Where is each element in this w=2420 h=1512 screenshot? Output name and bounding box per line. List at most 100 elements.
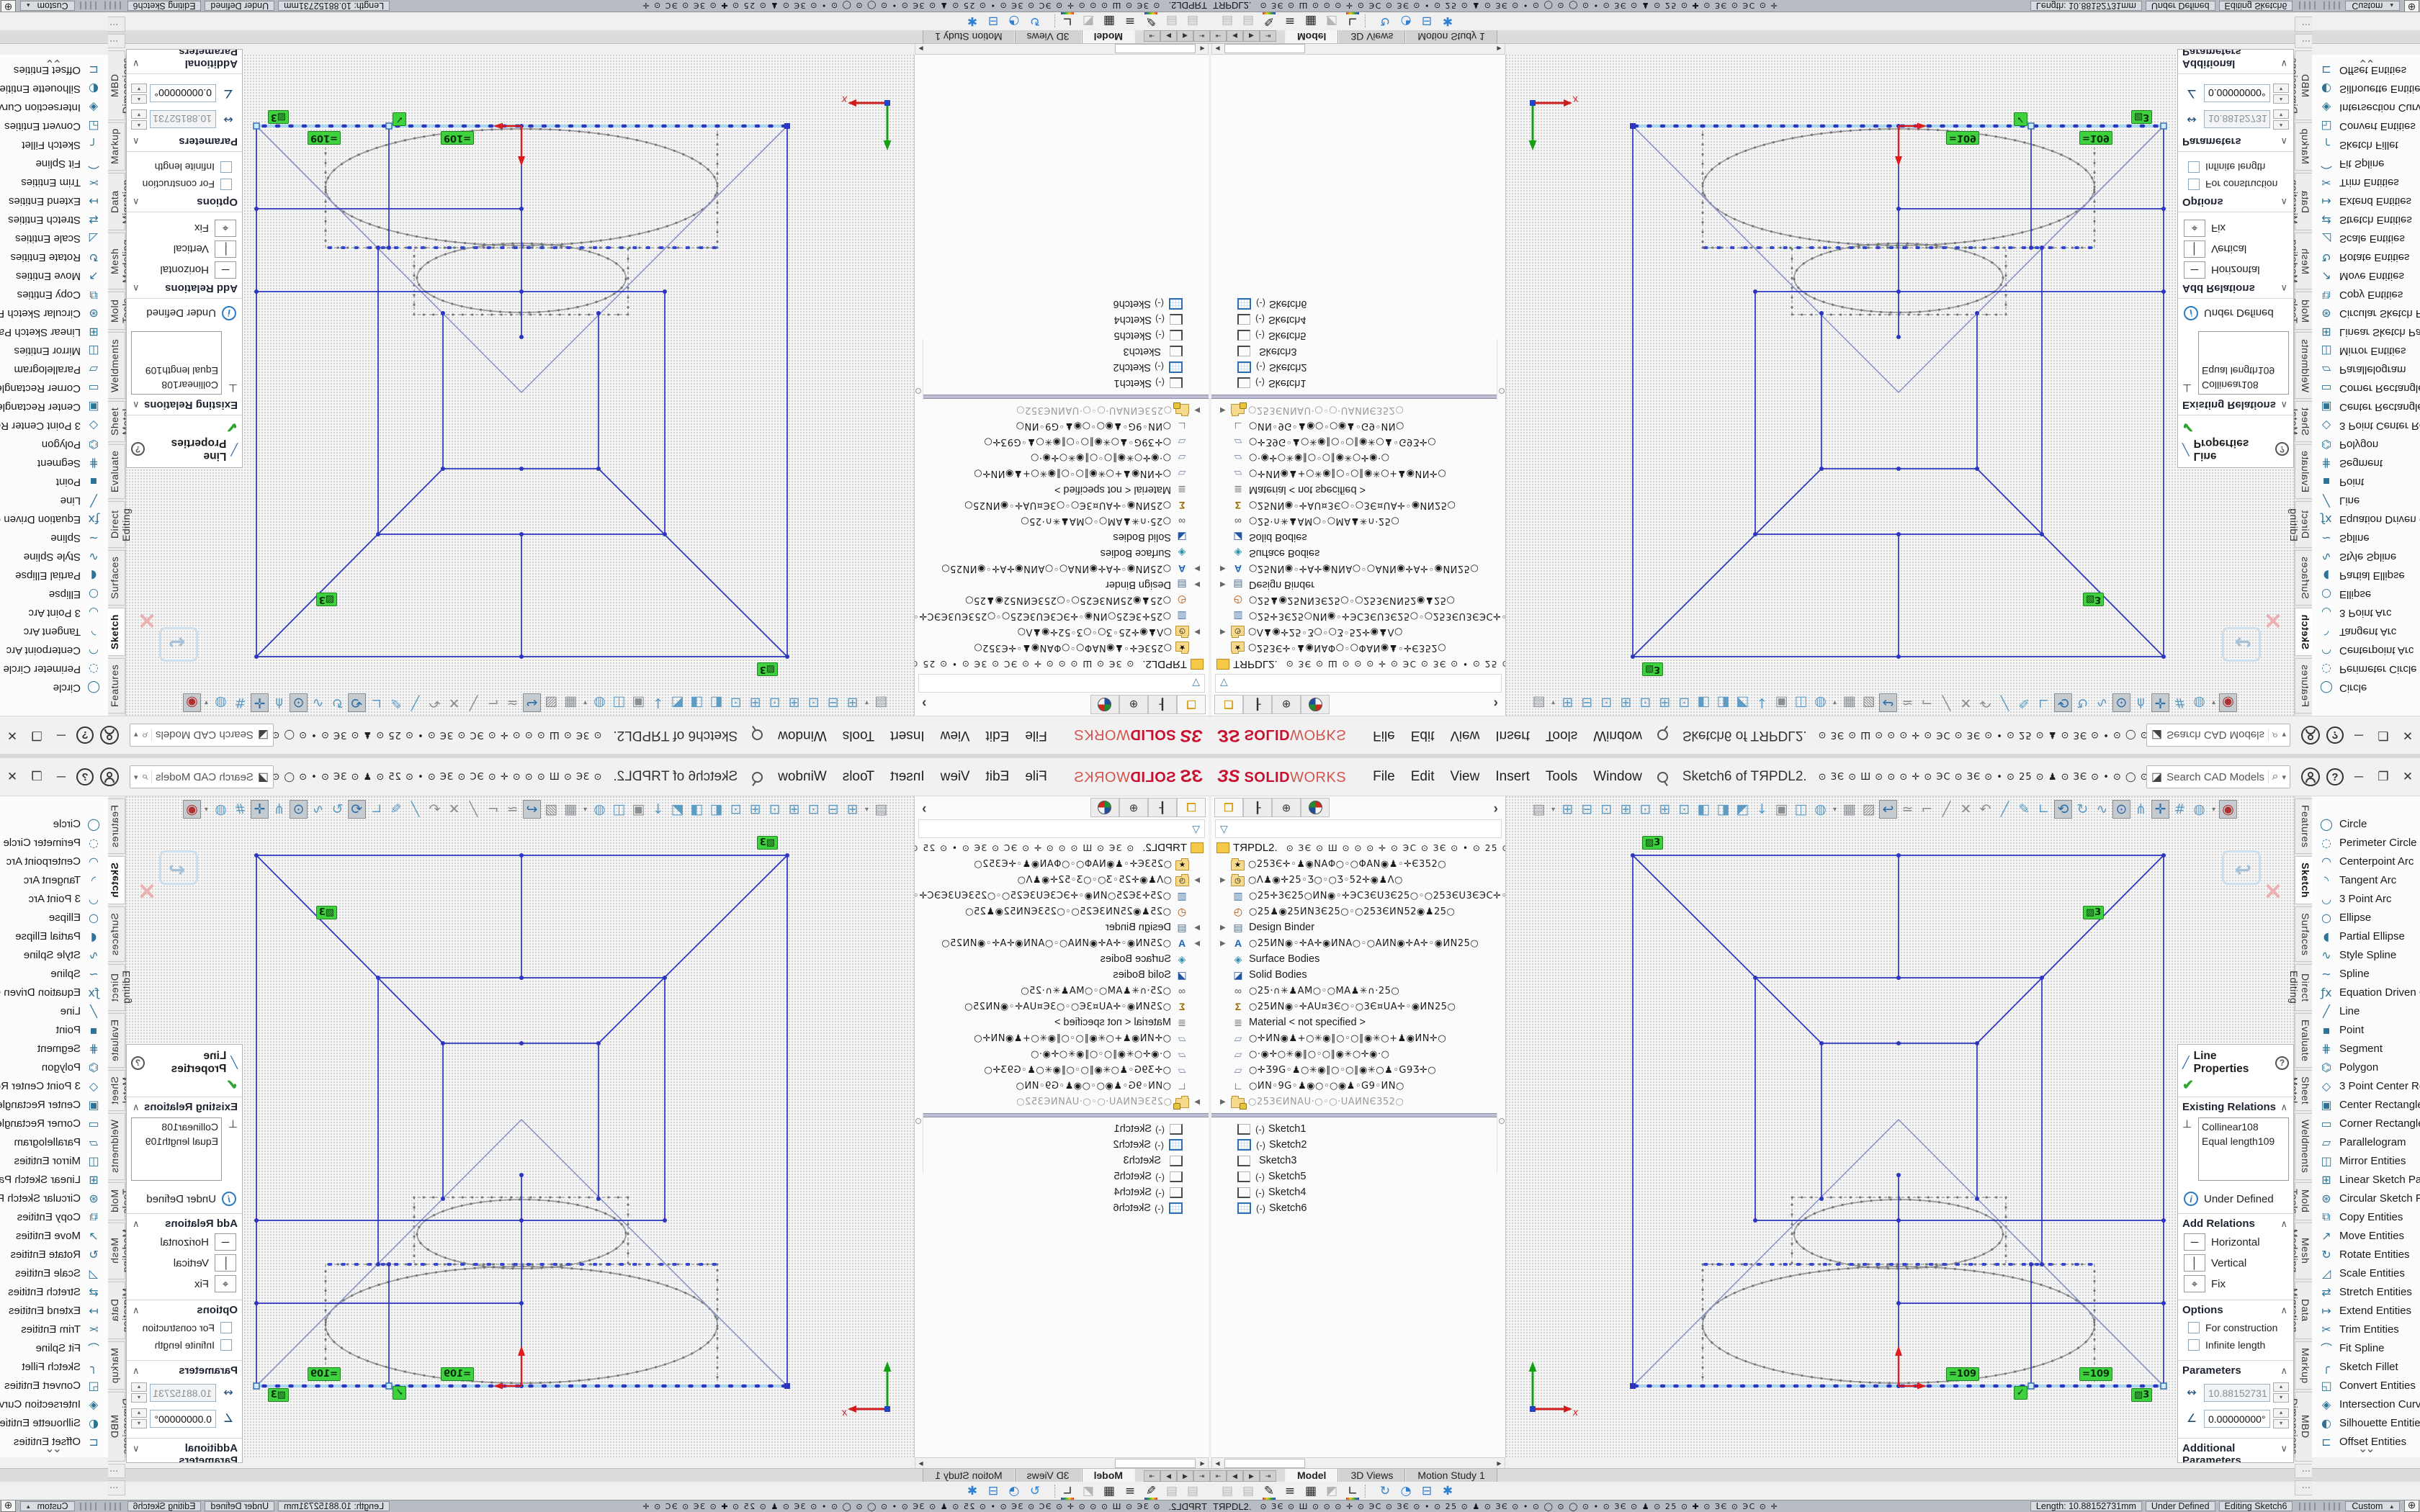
horizontal-scrollbar[interactable]: ◀ ▶	[1211, 1457, 1505, 1469]
sketch-tool[interactable]: ◯ Circle	[0, 814, 108, 833]
sketch-tool[interactable]: ƒx Equation Driven Curve	[0, 510, 108, 529]
collapse-icon[interactable]: ∧	[133, 283, 140, 294]
exit-sketch-arrow-icon[interactable]: ↩	[2235, 631, 2251, 653]
toolbar-icon[interactable]: ▤	[1532, 801, 1546, 817]
tree-item[interactable]: ◪ Solid Bodies	[1211, 967, 1505, 983]
commandmanager-tab[interactable]: Features	[2295, 798, 2312, 855]
sketch-tool[interactable]: ƒx Equation Driven Curve	[2312, 983, 2420, 1002]
commandmanager-tab[interactable]: Weldments	[108, 1113, 125, 1180]
toolbar-icon[interactable]: ▣	[1775, 801, 1788, 817]
manager-tab[interactable]: ❒	[1177, 798, 1206, 817]
view-setting-icon[interactable]: ▤	[1186, 1484, 1199, 1498]
spin-down-icon[interactable]: ▾	[2273, 1419, 2289, 1428]
toolbar-icon[interactable]: ⊡	[1600, 801, 1613, 817]
sketch-tool[interactable]: ⇄ Stretch Entities	[2312, 1282, 2420, 1301]
commandmanager-tab[interactable]: ⋮	[108, 34, 125, 49]
spinner[interactable]: ▴ ▾	[131, 109, 147, 130]
sketch-tool[interactable]: ○ Ellipse	[2312, 585, 2420, 604]
expand-arrow-icon[interactable]: ▶	[1194, 564, 1200, 573]
tree-item[interactable]: ≣ Material < not specified >	[1211, 482, 1505, 498]
collapse-icon[interactable]: ∧	[133, 400, 140, 410]
magnifier-icon[interactable]: ⌕	[138, 729, 153, 742]
document-tab[interactable]: Model	[1285, 30, 1339, 43]
spin-down-icon[interactable]: ▾	[2273, 84, 2289, 93]
spinner[interactable]: ▴ ▾	[2273, 1408, 2289, 1428]
globe-icon[interactable]: ⊕	[1, 0, 16, 12]
search-box[interactable]: ◪ ⌕ ▾	[130, 765, 274, 788]
commandmanager-tab[interactable]: Sheet Metal	[108, 400, 132, 442]
sketch-tool[interactable]: ▱ Parallelogram	[0, 1133, 108, 1151]
tab-nav-button[interactable]: ⇥	[1144, 1470, 1160, 1482]
spin-down-icon[interactable]: ▾	[2273, 109, 2289, 119]
sketch-tool[interactable]: ↦ Extend Entities	[2312, 192, 2420, 211]
sketch-tool[interactable]: ▱ Parallelogram	[2312, 361, 2420, 379]
sketch-tree-item[interactable]: Sketch3	[1211, 1153, 1505, 1169]
spin-down-icon[interactable]: ▾	[131, 84, 147, 93]
commandmanager-tab[interactable]: Features	[108, 657, 125, 714]
spin-down-icon[interactable]: ▾	[131, 1393, 147, 1403]
magnifier-icon[interactable]: ⌕	[138, 770, 153, 783]
tree-vertical-scrollbar[interactable]	[1497, 1112, 1505, 1173]
scroll-thumb[interactable]	[1224, 1458, 1305, 1468]
tree-item[interactable]: ▶ ○253ЄИΝΑU·○◦○·UΑИΝЄ352○	[915, 402, 1209, 418]
tree-item[interactable]: ▥ ○25✛3Є25○ИΝ◉◦✛ЭС3ЄU3Є25○◦○253ЄU3ЄЭС✛◦◉…	[1211, 608, 1505, 624]
commandmanager-tab[interactable]: Sheet Metal	[2288, 400, 2312, 442]
collapse-icon[interactable]: ∧	[2280, 400, 2287, 410]
tree-item[interactable]: ▱ ○·◉✛○✳◉∥○◦○∥◉✳○✛◉·○	[915, 450, 1209, 466]
tree-item[interactable]: ★ ○253Є✛◦♟◉ΝΑΦ○◦○ΦΑΝ◉♟◦✛Є352○	[1211, 640, 1505, 656]
expand-icon[interactable]: ∨	[2280, 1443, 2287, 1454]
sketch-tool[interactable]: ∿ Style Spline	[2312, 945, 2420, 964]
tree-item[interactable]: ▶ ○253ЄИΝΑU·○◦○·UΑИΝЄ352○	[1211, 1094, 1505, 1110]
sketch-tool[interactable]: ▣ Center Rectangle	[0, 1095, 108, 1114]
document-tab[interactable]: Motion Study 1	[923, 1469, 1015, 1482]
sketch-tool[interactable]: ✂ Trim Entities	[2312, 174, 2420, 192]
commandmanager-tab[interactable]: Evaluate	[108, 1012, 125, 1068]
close-button[interactable]: ✕	[6, 729, 18, 742]
sketch-tool[interactable]: ƒx Equation Driven Curve	[0, 983, 108, 1002]
expand-arrow-icon[interactable]: ▶	[1220, 923, 1226, 932]
view-setting-icon[interactable]: ▦	[1304, 14, 1317, 28]
tree-item[interactable]: ▱ ○✛ИΝ◉♟+○✳◉∥○◦○∥◉✳○+♟◉ИΝ✛○	[915, 466, 1209, 482]
sketch-tool[interactable]: ◿ Scale Entities	[2312, 1264, 2420, 1282]
manager-tab[interactable]	[1090, 695, 1119, 714]
sketch-tree-item[interactable]: (-) Sketch2	[1211, 359, 1505, 375]
view-setting-icon[interactable]: ⊟	[1421, 14, 1433, 28]
sketch-tree-item[interactable]: (-) Sketch5	[1211, 1169, 1505, 1184]
tab-nav-button[interactable]: ▶	[1160, 1470, 1177, 1482]
view-setting-icon[interactable]: ∟	[1059, 1484, 1076, 1498]
menu-item[interactable]: Window	[778, 769, 827, 784]
relation-entry[interactable]: Equal length109	[145, 1135, 218, 1147]
commandmanager-tab[interactable]: ⋮	[2295, 34, 2312, 49]
sketch-tool[interactable]: ◫ Mirror Entities	[2312, 342, 2420, 361]
menu-item[interactable]: Tools	[1545, 728, 1578, 743]
commandmanager-tab[interactable]: Evaluate	[2295, 444, 2312, 500]
sketch-tool[interactable]: ⊏ Offset Entities	[2312, 1432, 2420, 1451]
view-setting-icon[interactable]: ✎	[1142, 1484, 1160, 1498]
tree-item[interactable]: ▶ A ○25ИΝ◉◦✛Α✛◉ИΝΑ○◦○ΑИΝ◉✛Α✛◦◉ИΝ25○	[1211, 561, 1505, 577]
relation-badge[interactable]: ▨3	[756, 836, 778, 850]
spin-down-icon[interactable]: ▾	[131, 1419, 147, 1428]
scroll-right-icon[interactable]: ▶	[1497, 1459, 1502, 1467]
commandmanager-tab[interactable]: ⋮	[2295, 1480, 2312, 1495]
more-tools-chevron-icon[interactable]: ⌄⌄	[47, 57, 62, 69]
close-button[interactable]: ✕	[2402, 770, 2414, 783]
document-tab[interactable]: Motion Study 1	[1405, 1469, 1497, 1482]
expand-arrow-icon[interactable]: ▶	[1220, 876, 1226, 884]
sketch-tool[interactable]: ◌ Perimeter Circle	[0, 660, 108, 679]
sketch-tool[interactable]: ⌬ Polygon	[0, 436, 108, 454]
commandmanager-tab[interactable]: Data Migration	[108, 173, 132, 231]
tab-nav-button[interactable]: ⇤	[1193, 1470, 1210, 1482]
tree-item[interactable]: ▶ ○253ЄИΝΑU·○◦○·UΑИΝЄ352○	[915, 1094, 1209, 1110]
commandmanager-tab[interactable]: MBD Dimensions	[108, 1392, 132, 1462]
tree-vertical-scrollbar[interactable]	[1497, 339, 1505, 400]
expand-arrow-icon[interactable]: ▶	[1220, 939, 1226, 948]
sketch-tool[interactable]: ◖ Partial Ellipse	[2312, 567, 2420, 585]
tree-item[interactable]: ◴ ○25♟◉25ИΝ3Є25○◦○253ЄИΝ52◉♟25○	[915, 904, 1209, 919]
expand-arrow-icon[interactable]: ▶	[1220, 564, 1226, 573]
help-icon[interactable]: ?	[76, 726, 94, 744]
tree-item[interactable]: ∞ ○25·∩✳♟ΑM○◦○MΑ♟✳∩·25○	[915, 513, 1209, 529]
tree-filter-box[interactable]: ▽	[1215, 674, 1502, 693]
sketch-tool[interactable]: ↻ Rotate Entities	[2312, 1245, 2420, 1264]
commandmanager-tab[interactable]: Sketch	[108, 607, 125, 656]
sketch-tool[interactable]: ◡ 3 Point Arc	[0, 604, 108, 623]
